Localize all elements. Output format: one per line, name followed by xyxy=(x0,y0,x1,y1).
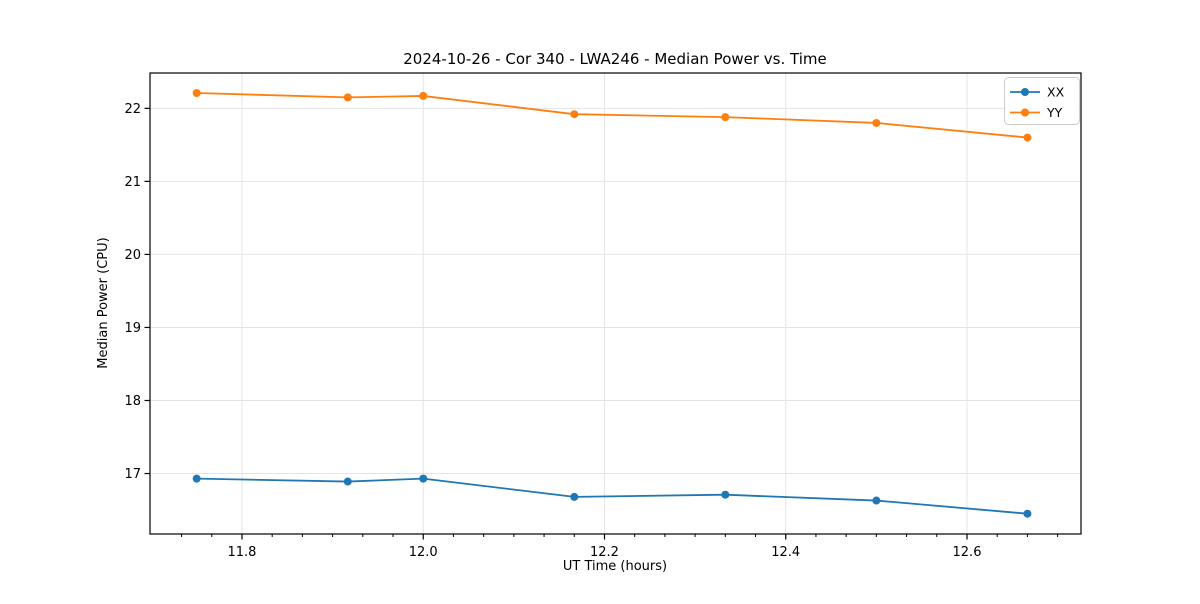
legend-box xyxy=(1004,77,1080,125)
axis-tick-labels: 11.8 12.0 12.2 12.4 12.6 17 18 19 20 21 22 xyxy=(124,102,981,560)
chart-title: 2024-10-26 - Cor 340 - LWA246 - Median P… xyxy=(403,50,827,68)
y-axis-label: Median Power (CPU) xyxy=(96,237,111,368)
data-series xyxy=(192,89,1032,518)
x-tick-label: 12.6 xyxy=(953,545,982,560)
y-tick-label: 22 xyxy=(124,102,141,117)
data-point-YY[interactable] xyxy=(419,91,428,100)
data-point-XX[interactable] xyxy=(419,474,428,483)
x-tick-label: 12.0 xyxy=(409,545,438,560)
y-tick-label: 20 xyxy=(124,248,141,263)
data-point-XX[interactable] xyxy=(343,477,352,486)
series-line-YY xyxy=(195,92,1029,139)
data-point-YY[interactable] xyxy=(721,113,730,122)
data-point-XX[interactable] xyxy=(872,496,881,505)
y-tick-label: 19 xyxy=(124,321,141,336)
x-axis-label: UT Time (hours) xyxy=(563,559,667,574)
legend-entry: YY xyxy=(1010,105,1063,120)
data-point-YY[interactable] xyxy=(343,93,352,102)
legend[interactable]: XX YY xyxy=(1004,77,1080,125)
data-point-YY[interactable] xyxy=(570,110,579,119)
y-tick-label: 17 xyxy=(124,467,141,482)
data-point-XX[interactable] xyxy=(570,492,579,501)
data-point-YY[interactable] xyxy=(872,118,881,127)
y-tick-label: 21 xyxy=(124,175,141,190)
x-tick-label: 11.8 xyxy=(228,545,257,560)
data-point-XX[interactable] xyxy=(1023,509,1032,518)
y-tick-label: 18 xyxy=(124,394,141,409)
axis-ticks xyxy=(144,107,1059,540)
data-point-YY[interactable] xyxy=(1023,133,1032,142)
data-point-XX[interactable] xyxy=(192,474,201,483)
legend-marker-icon xyxy=(1021,88,1029,96)
data-point-XX[interactable] xyxy=(721,490,730,499)
data-point-YY[interactable] xyxy=(192,89,201,98)
series-line-XX xyxy=(195,477,1029,515)
legend-label: XX xyxy=(1047,85,1065,100)
plot-frame xyxy=(149,72,1082,535)
gridlines xyxy=(150,73,1081,534)
legend-marker-icon xyxy=(1021,108,1029,117)
x-tick-label: 12.4 xyxy=(771,545,800,560)
legend-entry: XX xyxy=(1010,85,1065,100)
x-tick-label: 12.2 xyxy=(590,545,619,560)
legend-label: YY xyxy=(1046,105,1063,120)
